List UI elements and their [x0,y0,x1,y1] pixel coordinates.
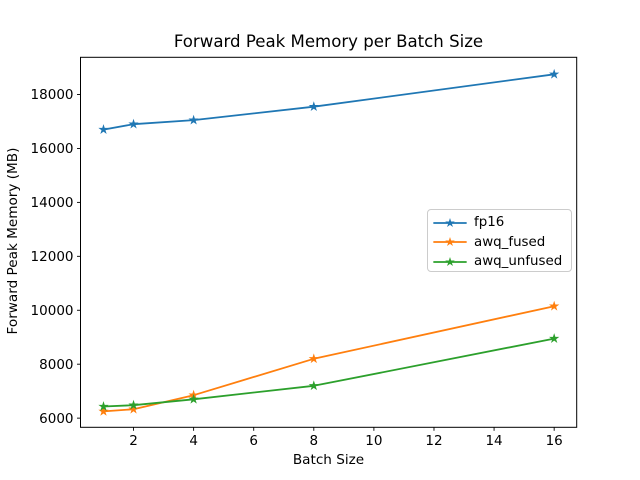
y-tick-label: 6000 [39,411,73,427]
y-tick-label: 8000 [39,357,73,373]
x-tick-label: 12 [425,433,442,449]
x-tick-label: 6 [249,433,258,449]
legend-item-fp16: fp16 [433,213,571,233]
data-point-marker [308,101,319,112]
y-tick-label: 14000 [31,195,74,211]
legend-item-awq-fused: awq_fused [433,233,571,253]
x-tick-label: 2 [129,433,138,449]
data-point-marker [188,114,199,125]
data-point-marker [549,300,560,311]
series-fp16 [98,68,560,134]
data-point-marker [549,333,560,343]
x-tick-label: 8 [310,433,319,449]
legend-label-fp16: fp16 [474,215,505,231]
x-axis-label: Batch Size [292,452,365,468]
series-awq_fused [98,300,560,416]
data-point-marker [308,353,319,364]
data-point-marker [98,401,109,411]
data-point-marker [549,68,560,79]
legend-item-awq-unfused: awq_unfused [433,252,571,272]
x-tick-label: 4 [189,433,198,449]
x-tick-label: 16 [546,433,563,449]
y-tick-label: 12000 [31,249,74,265]
data-point-marker [188,393,199,404]
x-tick-label: 10 [365,433,382,449]
legend-line-sample-awq-fused [433,237,467,247]
data-point-marker [308,380,319,391]
legend-line-sample-awq-unfused [433,256,467,266]
x-tick-label: 14 [485,433,502,449]
chart-title: Forward Peak Memory per Batch Size [173,32,484,51]
legend-label-awq-unfused: awq_unfused [474,254,563,270]
data-point-marker [128,118,139,129]
data-point-marker [128,399,139,410]
data-point-marker [98,405,109,416]
legend: fp16 awq_fused awq_unfused [427,209,572,272]
data-point-marker [98,124,109,134]
data-point-marker [128,403,139,414]
series-awq_unfused [98,333,560,411]
y-axis-ticks: 6000 8000 10000 12000 14000 16000 18000 [31,87,81,427]
axes-frame [80,56,578,428]
legend-line-sample-fp16 [433,217,467,227]
y-tick-label: 10000 [31,303,74,319]
y-tick-label: 18000 [31,87,74,103]
legend-label-awq-fused: awq_fused [474,234,546,250]
y-tick-label: 16000 [31,141,74,157]
x-axis-ticks: 2 4 6 8 10 12 14 16 [129,427,563,449]
